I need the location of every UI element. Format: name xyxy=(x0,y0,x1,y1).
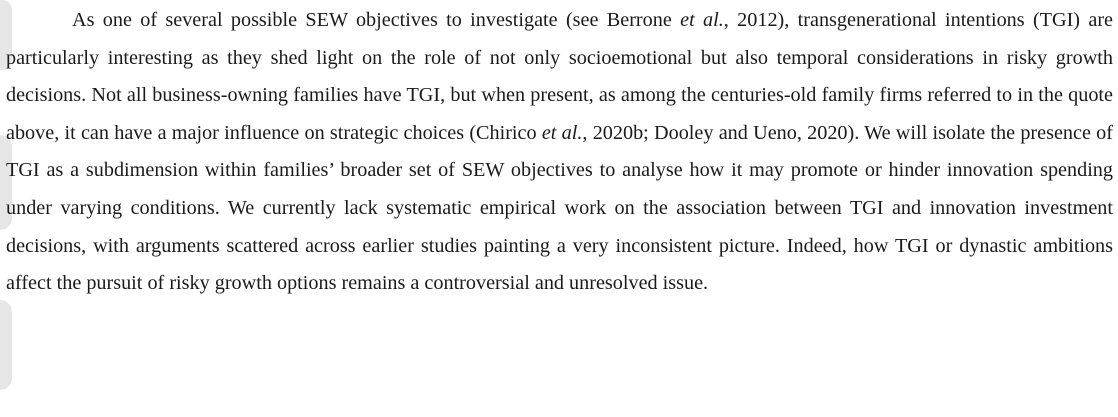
paragraph-text-1: As one of several possible SEW objective… xyxy=(72,9,681,31)
margin-decoration xyxy=(0,300,12,390)
citation-et-al-2: et al. xyxy=(541,121,583,144)
body-paragraph: As one of several possible SEW objective… xyxy=(6,2,1113,303)
margin-decoration xyxy=(0,135,12,230)
margin-decoration xyxy=(0,0,12,70)
paragraph-text-2: , 2012), transgenerational intentions (T… xyxy=(6,9,1113,144)
citation-et-al-1: et al. xyxy=(680,9,724,31)
paragraph-text-3: , 2020b; Dooley and Ueno, 2020). We will… xyxy=(6,121,1113,295)
